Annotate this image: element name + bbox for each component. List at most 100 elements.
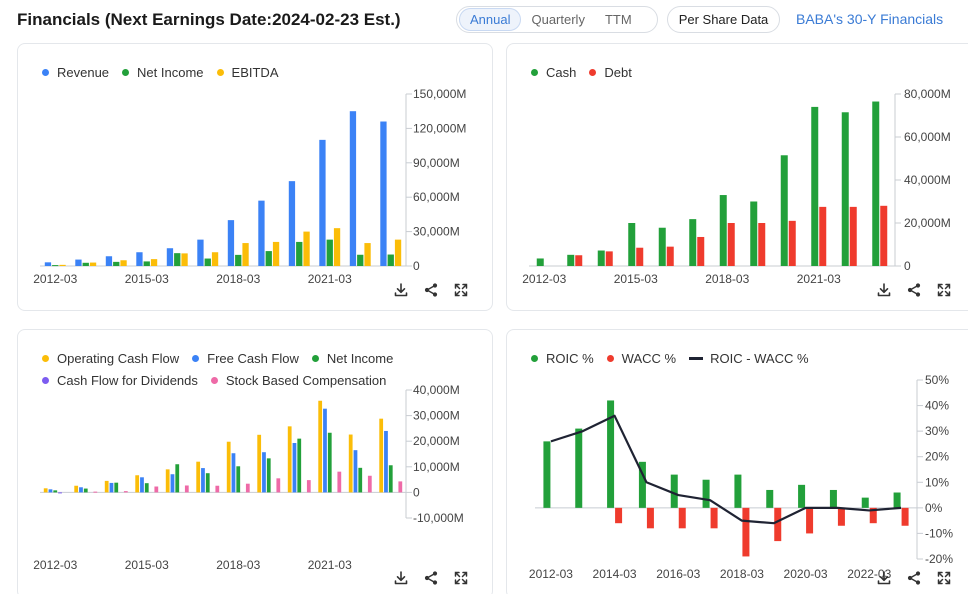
bar-revenue[interactable] [227, 220, 235, 266]
bar-ebitda[interactable] [150, 259, 158, 266]
bar-free-cash-flow[interactable] [79, 487, 83, 493]
bar-stock-based-compensation[interactable] [215, 485, 220, 493]
bar-debt[interactable] [575, 255, 583, 266]
download-icon[interactable] [876, 282, 892, 298]
bar-operating-cash-flow[interactable] [348, 434, 353, 493]
bar-roic-pct[interactable] [607, 400, 615, 508]
bar-revenue[interactable] [166, 248, 174, 266]
bar-wacc-pct[interactable] [837, 507, 845, 526]
legend-item-ebitda[interactable]: EBITDA [216, 65, 279, 80]
legend-item-net-income[interactable]: Net Income [311, 351, 393, 366]
bar-stock-based-compensation[interactable] [154, 486, 159, 493]
bar-wacc-pct[interactable] [678, 507, 686, 529]
bar-cash[interactable] [841, 112, 849, 267]
tab-ttm[interactable]: TTM [604, 12, 632, 27]
bar-net-income[interactable] [236, 466, 241, 493]
download-icon[interactable] [876, 570, 892, 586]
bar-free-cash-flow[interactable] [292, 442, 297, 493]
bar-net-income[interactable] [357, 254, 364, 266]
bar-operating-cash-flow[interactable] [43, 488, 48, 493]
bar-wacc-pct[interactable] [774, 507, 782, 542]
bar-stock-based-compensation[interactable] [398, 481, 403, 493]
bar-operating-cash-flow[interactable] [287, 426, 292, 493]
bar-ebitda[interactable] [303, 231, 310, 266]
legend-item-roic-wacc-pct[interactable]: ROIC - WACC % [689, 351, 809, 366]
bar-roic-pct[interactable] [734, 474, 742, 508]
legend-item-revenue[interactable]: Revenue [42, 65, 109, 80]
expand-icon[interactable] [453, 570, 469, 586]
share-icon[interactable] [423, 282, 439, 298]
legend-item-net-income[interactable]: Net Income [122, 65, 204, 80]
legend-item-cash-flow-for-dividends[interactable]: Cash Flow for Dividends [42, 373, 198, 388]
bar-net-income[interactable] [83, 488, 88, 493]
bar-net-income[interactable] [175, 464, 180, 493]
download-icon[interactable] [393, 282, 409, 298]
bar-debt[interactable] [819, 206, 827, 266]
bar-debt[interactable] [605, 251, 613, 266]
bar-net-income[interactable] [114, 482, 119, 493]
bar-free-cash-flow[interactable] [231, 453, 236, 493]
bar-roic-pct[interactable] [861, 497, 869, 508]
bar-revenue[interactable] [380, 121, 387, 267]
bar-stock-based-compensation[interactable] [276, 478, 281, 493]
bar-revenue[interactable] [44, 262, 52, 266]
bar-cash[interactable] [872, 101, 880, 267]
bar-operating-cash-flow[interactable] [226, 441, 231, 493]
bar-net-income[interactable] [53, 490, 58, 493]
bar-roic-pct[interactable] [829, 489, 837, 508]
bar-cash[interactable] [719, 195, 727, 266]
expand-icon[interactable] [936, 570, 952, 586]
bar-ebitda[interactable] [120, 260, 127, 266]
bar-wacc-pct[interactable] [710, 507, 718, 529]
bar-wacc-pct[interactable] [615, 507, 623, 524]
bar-debt[interactable] [636, 247, 644, 266]
bar-wacc-pct[interactable] [901, 507, 909, 526]
bar-ebitda[interactable] [181, 253, 188, 266]
bar-net-income[interactable] [204, 258, 211, 266]
bar-roic-pct[interactable] [798, 484, 806, 508]
bar-net-income[interactable] [358, 467, 363, 493]
bar-roic-pct[interactable] [543, 441, 551, 508]
bar-free-cash-flow[interactable] [109, 482, 114, 493]
bar-wacc-pct[interactable] [806, 507, 814, 534]
share-icon[interactable] [906, 570, 922, 586]
bar-net-income[interactable] [52, 265, 59, 267]
legend-item-roic-pct[interactable]: ROIC % [531, 351, 594, 366]
bar-roic-pct[interactable] [702, 479, 710, 508]
bar-free-cash-flow[interactable] [323, 408, 327, 493]
legend-item-wacc-pct[interactable]: WACC % [606, 351, 676, 366]
bar-roic-pct[interactable] [766, 489, 774, 508]
bar-ebitda[interactable] [394, 239, 402, 266]
bar-revenue[interactable] [319, 139, 326, 266]
bar-operating-cash-flow[interactable] [104, 480, 109, 493]
bar-operating-cash-flow[interactable] [74, 485, 79, 493]
bar-debt[interactable] [849, 206, 857, 266]
expand-icon[interactable] [936, 282, 952, 298]
bar-stock-based-compensation[interactable] [337, 471, 342, 493]
bar-debt[interactable] [727, 223, 735, 266]
bar-free-cash-flow[interactable] [262, 452, 266, 493]
bar-free-cash-flow[interactable] [384, 430, 388, 493]
bar-free-cash-flow[interactable] [201, 468, 205, 493]
bar-net-income[interactable] [174, 253, 181, 266]
bar-stock-based-compensation[interactable] [245, 483, 250, 493]
legend-item-cash[interactable]: Cash [531, 65, 576, 80]
bar-wacc-pct[interactable] [869, 507, 877, 524]
bar-operating-cash-flow[interactable] [318, 400, 323, 493]
bar-ebitda[interactable] [211, 252, 219, 266]
bar-cash-flow-for-dividends[interactable] [58, 492, 62, 494]
bar-revenue[interactable] [258, 200, 265, 266]
legend-item-debt[interactable]: Debt [589, 65, 632, 80]
bar-ebitda[interactable] [272, 241, 280, 266]
bar-net-income[interactable] [266, 458, 271, 493]
bar-ebitda[interactable] [89, 262, 97, 266]
bar-debt[interactable] [758, 223, 766, 266]
bar-revenue[interactable] [288, 181, 296, 266]
bar-cash[interactable] [628, 223, 636, 266]
bar-cash[interactable] [811, 106, 819, 267]
bar-operating-cash-flow[interactable] [165, 469, 170, 493]
bar-cash[interactable] [597, 250, 605, 266]
bar-roic-pct[interactable] [638, 461, 646, 508]
bar-ebitda[interactable] [364, 243, 371, 266]
bar-net-income[interactable] [82, 262, 89, 266]
